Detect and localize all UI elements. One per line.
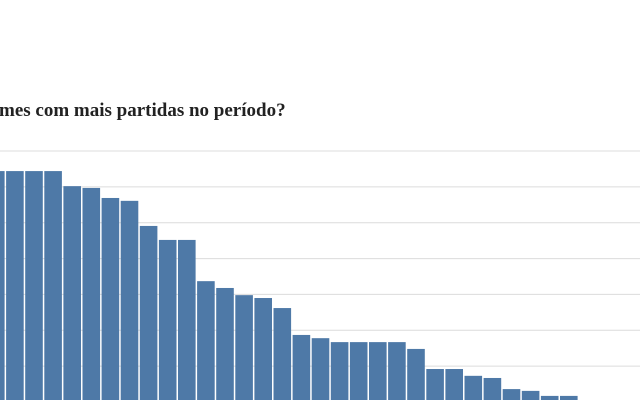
bar <box>445 369 463 400</box>
bar <box>330 342 349 400</box>
bar <box>82 187 101 400</box>
bar <box>483 377 502 400</box>
bar <box>63 186 81 400</box>
bar <box>6 171 24 400</box>
bar <box>502 389 521 400</box>
bar <box>540 395 559 400</box>
bar <box>0 171 5 400</box>
bar <box>388 342 406 400</box>
bar <box>44 171 62 400</box>
bar <box>25 171 43 400</box>
bar <box>560 395 578 400</box>
bar <box>254 298 272 400</box>
bar <box>464 375 483 400</box>
bar <box>158 239 177 400</box>
bar <box>521 390 540 400</box>
bar <box>273 308 292 400</box>
bar <box>292 334 311 400</box>
bar <box>349 342 368 400</box>
bar <box>178 239 196 400</box>
bar <box>311 338 330 400</box>
bar <box>426 369 444 400</box>
bar <box>216 287 234 400</box>
chart-title: mes com mais partidas no período? <box>0 100 286 121</box>
bar <box>120 200 139 400</box>
bar <box>407 348 425 400</box>
bar <box>369 342 387 400</box>
bar <box>197 281 215 400</box>
bar <box>101 197 120 400</box>
bar <box>139 225 158 400</box>
bar <box>235 295 253 400</box>
